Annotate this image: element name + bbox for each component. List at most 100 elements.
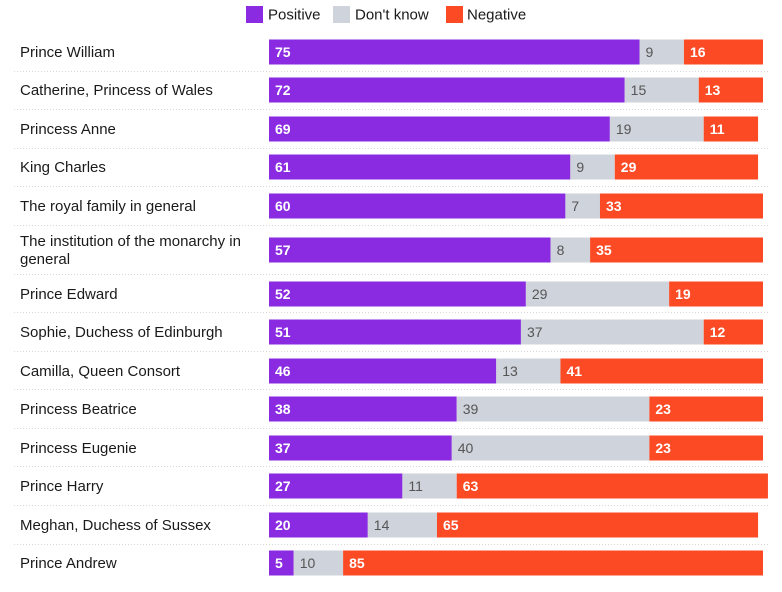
value-label-positive: 57 bbox=[275, 242, 291, 258]
value-label-positive: 52 bbox=[275, 286, 291, 302]
value-label-positive: 20 bbox=[275, 517, 291, 533]
value-label-dont-know: 37 bbox=[527, 324, 543, 340]
value-label-positive: 60 bbox=[275, 198, 291, 214]
row-label: Meghan, Duchess of Sussex bbox=[20, 517, 211, 534]
bar-dont-know bbox=[456, 396, 650, 422]
row-label: Catherine, Princess of Wales bbox=[20, 82, 213, 99]
bar-dont-know bbox=[609, 116, 704, 142]
value-label-positive: 69 bbox=[275, 121, 291, 137]
row-label-line: general bbox=[20, 251, 70, 268]
row-label: King Charles bbox=[20, 159, 106, 176]
value-label-negative: 11 bbox=[710, 121, 725, 137]
bar-negative bbox=[669, 281, 763, 307]
bar-positive bbox=[269, 550, 294, 576]
value-label-dont-know: 29 bbox=[532, 286, 548, 302]
bar-dont-know bbox=[402, 473, 457, 499]
value-label-dont-know: 8 bbox=[557, 242, 565, 258]
value-label-positive: 72 bbox=[275, 82, 291, 98]
bar-dont-know bbox=[520, 319, 704, 345]
bar-positive bbox=[269, 116, 610, 142]
bar-positive bbox=[269, 154, 571, 180]
bar-dont-know bbox=[496, 358, 561, 384]
bar-positive bbox=[269, 193, 566, 219]
bar-negative bbox=[649, 396, 763, 422]
bar-dont-know bbox=[293, 550, 344, 576]
value-label-dont-know: 19 bbox=[616, 121, 632, 137]
value-label-negative: 19 bbox=[675, 286, 691, 302]
value-label-positive: 5 bbox=[275, 555, 283, 571]
bar-negative bbox=[343, 550, 763, 576]
value-label-negative: 65 bbox=[443, 517, 459, 533]
bar-dont-know bbox=[367, 512, 437, 538]
row-label: Princess Eugenie bbox=[20, 440, 137, 457]
value-label-positive: 37 bbox=[275, 440, 291, 456]
value-label-negative: 33 bbox=[606, 198, 622, 214]
bar-positive bbox=[269, 435, 452, 461]
value-label-dont-know: 9 bbox=[576, 159, 584, 175]
bar-positive bbox=[269, 319, 521, 345]
bar-positive bbox=[269, 237, 551, 263]
value-label-positive: 27 bbox=[275, 478, 291, 494]
value-label-negative: 16 bbox=[690, 44, 706, 60]
value-label-positive: 61 bbox=[275, 159, 291, 175]
bar-dont-know bbox=[624, 77, 699, 103]
bar-positive bbox=[269, 512, 368, 538]
value-label-negative: 23 bbox=[655, 440, 671, 456]
bar-dont-know bbox=[565, 193, 600, 219]
value-label-dont-know: 14 bbox=[374, 517, 390, 533]
value-label-dont-know: 40 bbox=[458, 440, 474, 456]
bar-negative bbox=[649, 435, 763, 461]
bar-dont-know bbox=[639, 39, 684, 65]
value-label-positive: 46 bbox=[275, 363, 291, 379]
row-label: Prince Harry bbox=[20, 478, 104, 495]
bar-negative bbox=[614, 154, 759, 180]
row-label: Princess Beatrice bbox=[20, 401, 137, 418]
row-label: Prince William bbox=[20, 44, 115, 61]
value-label-negative: 63 bbox=[463, 478, 479, 494]
value-label-negative: 41 bbox=[566, 363, 582, 379]
bar-positive bbox=[269, 281, 526, 307]
row-label: Princess Anne bbox=[20, 121, 116, 138]
bar-negative bbox=[590, 237, 763, 263]
bar-dont-know bbox=[451, 435, 650, 461]
legend-swatch-negative bbox=[446, 6, 463, 23]
row-label: Prince Edward bbox=[20, 286, 118, 303]
bar-negative bbox=[683, 39, 763, 65]
row-label: The institution of the monarchy in genera… bbox=[20, 233, 241, 268]
value-label-negative: 23 bbox=[655, 401, 671, 417]
bar-negative bbox=[599, 193, 763, 219]
value-label-dont-know: 9 bbox=[646, 44, 654, 60]
bar-positive bbox=[269, 358, 497, 384]
value-label-dont-know: 15 bbox=[631, 82, 647, 98]
bar-negative bbox=[560, 358, 763, 384]
bar-negative bbox=[436, 512, 759, 538]
bar-negative bbox=[703, 319, 763, 345]
row-label: Camilla, Queen Consort bbox=[20, 363, 181, 380]
row-label: The royal family in general bbox=[20, 198, 196, 215]
value-label-negative: 13 bbox=[705, 82, 721, 98]
row-label: Sophie, Duchess of Edinburgh bbox=[20, 324, 223, 341]
row-label: Prince Andrew bbox=[20, 555, 117, 572]
bar-negative bbox=[456, 473, 768, 499]
bar-dont-know bbox=[525, 281, 670, 307]
value-label-dont-know: 39 bbox=[463, 401, 479, 417]
value-label-positive: 38 bbox=[275, 401, 291, 417]
value-label-dont-know: 7 bbox=[571, 198, 579, 214]
bar-negative bbox=[698, 77, 763, 103]
bar-negative bbox=[703, 116, 759, 142]
bar-positive bbox=[269, 77, 625, 103]
legend-swatch-don-t-know bbox=[333, 6, 350, 23]
value-label-negative: 29 bbox=[621, 159, 637, 175]
value-label-negative: 35 bbox=[596, 242, 612, 258]
legend-label-negative: Negative bbox=[467, 7, 526, 24]
value-label-positive: 75 bbox=[275, 44, 291, 60]
bar-dont-know bbox=[550, 237, 591, 263]
value-label-negative: 85 bbox=[349, 555, 365, 571]
legend-label-positive: Positive bbox=[268, 7, 321, 24]
bar-positive bbox=[269, 39, 640, 65]
value-label-dont-know: 13 bbox=[502, 363, 518, 379]
row-label-line: The institution of the monarchy in bbox=[20, 233, 241, 250]
bar-positive bbox=[269, 473, 403, 499]
legend-swatch-positive bbox=[246, 6, 263, 23]
